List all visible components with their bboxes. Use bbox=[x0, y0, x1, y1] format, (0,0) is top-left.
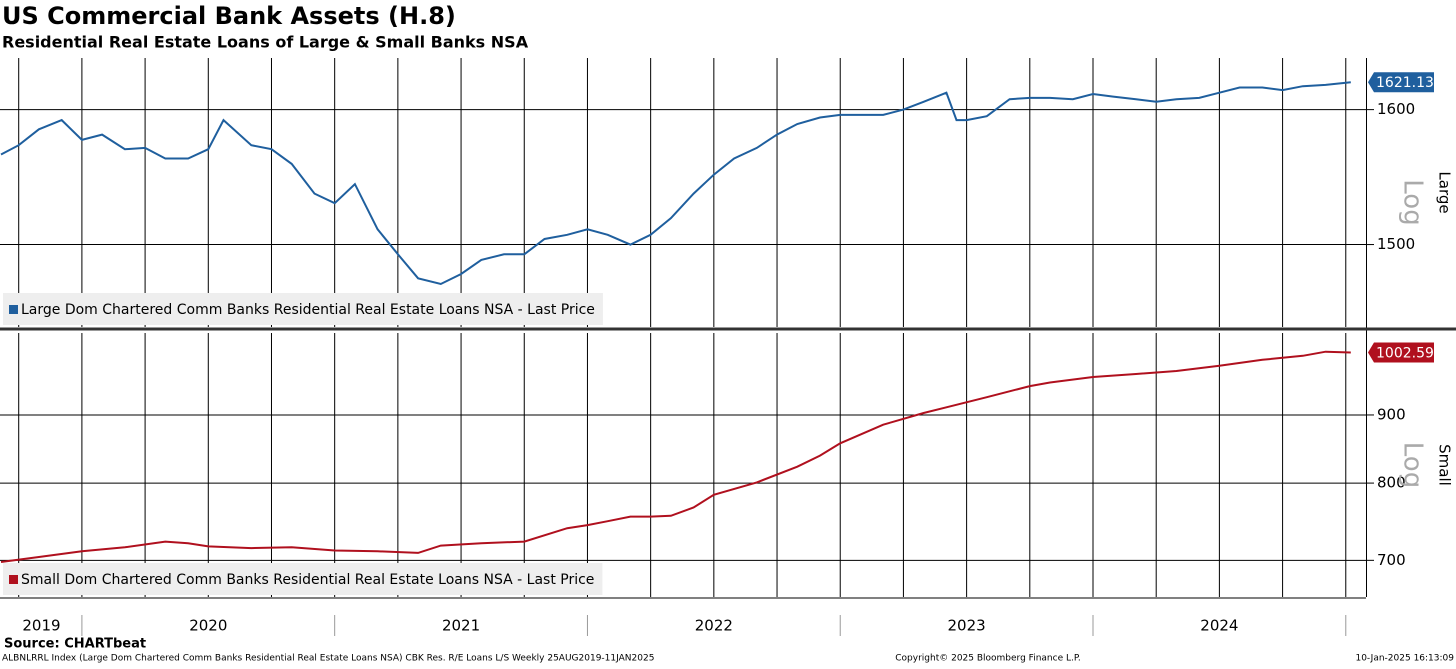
y-tick-label: 1500 bbox=[1377, 235, 1415, 253]
series-line bbox=[0, 81, 1351, 286]
x-tick-label: 2019 bbox=[22, 617, 60, 635]
chart-title: US Commercial Bank Assets (H.8) bbox=[2, 2, 456, 30]
legend: Large Dom Chartered Comm Banks Residenti… bbox=[3, 293, 603, 325]
footer-description: ALBNLRRL Index (Large Dom Chartered Comm… bbox=[2, 654, 654, 664]
x-tick-label: 2022 bbox=[695, 617, 733, 635]
last-value-label: 1002.59 bbox=[1376, 346, 1434, 362]
legend: Small Dom Chartered Comm Banks Residenti… bbox=[3, 563, 603, 595]
legend-swatch bbox=[9, 305, 18, 314]
axis-label: Small bbox=[1436, 444, 1454, 486]
source: Source: CHARTbeat bbox=[4, 637, 146, 652]
series-line bbox=[0, 350, 1351, 563]
legend-swatch bbox=[9, 575, 18, 584]
axis-label: Large bbox=[1436, 171, 1454, 213]
x-tick-label: 2020 bbox=[189, 617, 227, 635]
y-tick-label: 700 bbox=[1377, 551, 1406, 569]
x-tick-label: 2023 bbox=[948, 617, 986, 635]
y-tick-label: 1600 bbox=[1377, 100, 1415, 118]
legend-label: Large Dom Chartered Comm Banks Residenti… bbox=[21, 302, 595, 318]
last-value-tag bbox=[1368, 342, 1434, 363]
timestamp: 10-Jan-2025 16:13:09 bbox=[1355, 654, 1454, 664]
legend-box bbox=[3, 563, 603, 595]
last-value-tag bbox=[1368, 72, 1434, 93]
last-value-label: 1621.13 bbox=[1376, 75, 1434, 91]
y-tick-label: 900 bbox=[1377, 405, 1406, 423]
copyright: Copyright© 2025 Bloomberg Finance L.P. bbox=[895, 654, 1080, 664]
legend-box bbox=[3, 293, 603, 325]
legend-label: Small Dom Chartered Comm Banks Residenti… bbox=[21, 572, 594, 588]
x-tick-label: 2024 bbox=[1200, 617, 1238, 635]
scale-note: Log bbox=[1398, 442, 1428, 488]
scale-note: Log bbox=[1398, 179, 1428, 225]
x-tick-label: 2021 bbox=[442, 617, 480, 635]
y-tick-label: 800 bbox=[1377, 474, 1406, 492]
chart-subtitle: Residential Real Estate Loans of Large &… bbox=[2, 33, 529, 52]
